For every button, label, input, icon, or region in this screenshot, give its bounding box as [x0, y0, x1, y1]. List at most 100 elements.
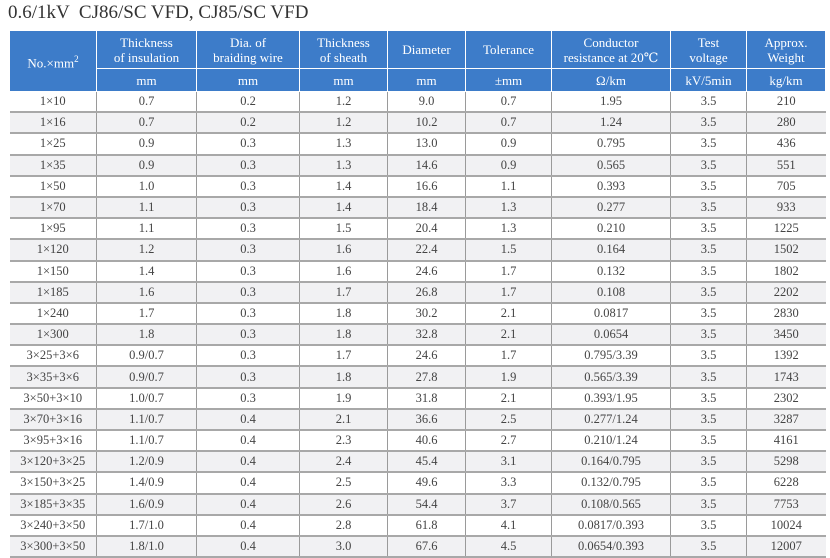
- table-cell: 7753: [746, 493, 826, 516]
- table-cell: 1.6: [299, 239, 388, 262]
- table-cell: 1.8/1.0: [96, 535, 197, 558]
- table-cell: 0.3: [196, 281, 300, 304]
- table-cell: 3.5: [670, 133, 747, 156]
- table-cell: 3×185+3×35: [9, 493, 97, 516]
- table-cell: 1.24: [551, 112, 671, 135]
- table-cell: 1.5: [465, 239, 552, 262]
- table-cell: 3.5: [670, 366, 747, 389]
- table-cell: 280: [746, 112, 826, 135]
- table-row: 1×35 0.9 0.3 1.3 14.6 0.9 0.565 3.5 551: [9, 154, 826, 177]
- table-cell: 3.5: [670, 260, 747, 283]
- table-cell: 0.108: [551, 281, 671, 304]
- header-unit-3: mm: [299, 68, 388, 92]
- table-cell: 1.8: [299, 302, 388, 326]
- table-cell: 3×50+3×10: [9, 387, 97, 410]
- table-cell: 0.3: [196, 218, 300, 241]
- table-cell: 1×185: [9, 281, 97, 304]
- table-cell: 3.5: [670, 451, 747, 474]
- table-cell: 1.2/0.9: [96, 451, 197, 474]
- table-row: 3×25+3×6 0.9/0.7 0.3 1.7 24.6 1.7 0.795/3.39 3.…: [9, 345, 826, 368]
- table-cell: 1.8: [299, 324, 388, 347]
- table-cell: 1×150: [9, 260, 97, 283]
- header-col-8: Approx. Weight: [746, 30, 826, 69]
- table-cell: 3.5: [670, 387, 747, 410]
- table-cell: 0.3: [196, 366, 300, 389]
- table-cell: 1.7: [465, 345, 552, 368]
- table-cell: 3.5: [670, 345, 747, 368]
- table-cell: 3.5: [670, 302, 747, 326]
- table-cell: 0.132: [551, 260, 671, 283]
- table-row: 3×95+3×16 1.1/0.7 0.4 2.3 40.6 2.7 0.210/1.24 3…: [9, 430, 826, 453]
- table-cell: 0.9: [96, 133, 197, 156]
- table-cell: 36.6: [387, 408, 466, 432]
- table-cell: 2.6: [299, 493, 388, 516]
- page-title: 0.6/1kV CJ86/SC VFD, CJ85/SC VFD: [8, 2, 309, 23]
- table-cell: 1.7: [465, 281, 552, 304]
- table-cell: 0.7: [96, 112, 197, 135]
- table-row: 3×35+3×6 0.9/0.7 0.3 1.8 27.8 1.9 0.565/3.39 3.…: [9, 366, 826, 389]
- table-row: 1×300 1.8 0.3 1.8 32.8 2.1 0.0654 3.5 3450: [9, 324, 826, 347]
- table-cell: 3×35+3×6: [9, 366, 97, 389]
- table-cell: 0.393: [551, 175, 671, 198]
- table-cell: 210: [746, 91, 826, 114]
- table-cell: 0.4: [196, 451, 300, 474]
- table-cell: 0.164: [551, 239, 671, 262]
- table-cell: 27.8: [387, 366, 466, 389]
- table-cell: 0.9: [465, 154, 552, 177]
- table-cell: 0.2: [196, 112, 300, 135]
- table-cell: 10024: [746, 514, 826, 537]
- table-cell: 18.4: [387, 196, 466, 220]
- table-cell: 0.9: [96, 154, 197, 177]
- header-unit-4: mm: [387, 68, 466, 92]
- header-col-6: Conductor resistance at 20℃: [551, 30, 671, 69]
- table-cell: 3287: [746, 408, 826, 432]
- table-cell: 1.7: [299, 345, 388, 368]
- table-cell: 0.277/1.24: [551, 408, 671, 432]
- table-cell: 3×150+3×25: [9, 472, 97, 495]
- table-cell: 2.7: [465, 430, 552, 453]
- table-row: 3×70+3×16 1.1/0.7 0.4 2.1 36.6 2.5 0.277/1.24 3…: [9, 408, 826, 432]
- table-cell: 2.3: [299, 430, 388, 453]
- table-cell: 1802: [746, 260, 826, 283]
- table-cell: 1.1: [96, 196, 197, 220]
- table-row: 3×150+3×25 1.4/0.9 0.4 2.5 49.6 3.3 0.132/0.79…: [9, 472, 826, 495]
- table-cell: 1.3: [299, 133, 388, 156]
- table-cell: 30.2: [387, 302, 466, 326]
- table-cell: 3×70+3×16: [9, 408, 97, 432]
- table-cell: 0.3: [196, 345, 300, 368]
- table-cell: 40.6: [387, 430, 466, 453]
- table-cell: 10.2: [387, 112, 466, 135]
- table-cell: 1×300: [9, 324, 97, 347]
- table-cell: 31.8: [387, 387, 466, 410]
- header-col-4: Diameter: [387, 30, 466, 69]
- table-cell: 2202: [746, 281, 826, 304]
- table-row: 1×10 0.7 0.2 1.2 9.0 0.7 1.95 3.5 210: [9, 91, 826, 114]
- table-cell: 551: [746, 154, 826, 177]
- table-row: 1×185 1.6 0.3 1.7 26.8 1.7 0.108 3.5 2202: [9, 281, 826, 304]
- header-size: No.×mm2: [9, 30, 97, 92]
- table-cell: 1.8: [299, 366, 388, 389]
- table-cell: 3×25+3×6: [9, 345, 97, 368]
- table-cell: 0.3: [196, 175, 300, 198]
- table-cell: 0.277: [551, 196, 671, 220]
- table-cell: 436: [746, 133, 826, 156]
- table-cell: 3.5: [670, 239, 747, 262]
- table-cell: 2.1: [465, 324, 552, 347]
- table-cell: 1.2: [96, 239, 197, 262]
- table-cell: 2.5: [465, 408, 552, 432]
- table-cell: 2.1: [465, 387, 552, 410]
- header-size-label: No.×mm: [27, 55, 75, 71]
- table-cell: 1×70: [9, 196, 97, 220]
- table-cell: 1.7: [299, 281, 388, 304]
- table-cell: 0.0817/0.393: [551, 514, 671, 537]
- table-cell: 1×25: [9, 133, 97, 156]
- table-cell: 2830: [746, 302, 826, 326]
- table-cell: 1392: [746, 345, 826, 368]
- table-row: 1×25 0.9 0.3 1.3 13.0 0.9 0.795 3.5 436: [9, 133, 826, 156]
- table-cell: 3×120+3×25: [9, 451, 97, 474]
- table-cell: 0.9/0.7: [96, 345, 197, 368]
- table-cell: 3.5: [670, 175, 747, 198]
- table-cell: 0.3: [196, 324, 300, 347]
- table-cell: 2.1: [299, 408, 388, 432]
- table-cell: 9.0: [387, 91, 466, 114]
